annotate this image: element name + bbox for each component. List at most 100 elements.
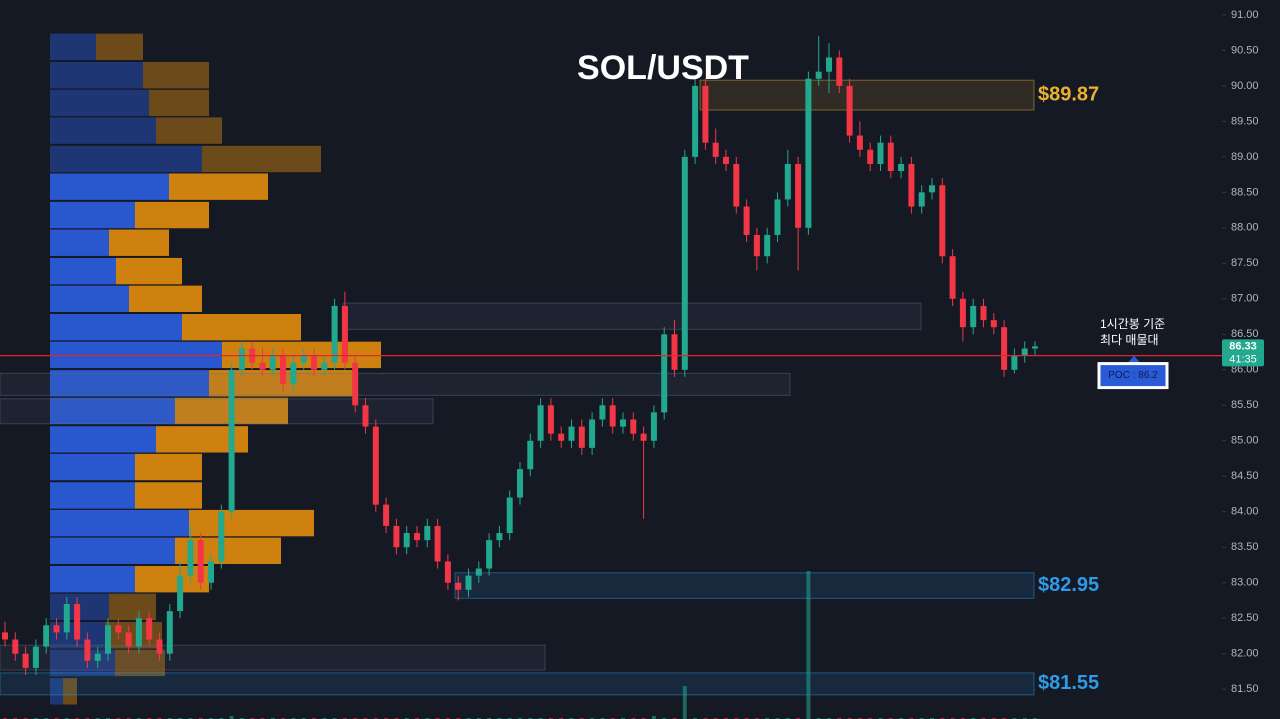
candle-body	[94, 653, 101, 661]
profile-sell	[109, 593, 156, 621]
profile-sell	[156, 117, 222, 144]
candle-body	[929, 185, 935, 193]
zone	[0, 372, 791, 396]
zone	[0, 672, 1035, 696]
y-tick-label: 86.00	[1231, 364, 1259, 376]
candle-body	[980, 305, 987, 321]
candle-body	[846, 85, 853, 136]
volume-bar	[229, 716, 234, 719]
candle-body	[352, 362, 359, 406]
y-tick-label: 89.00	[1231, 151, 1259, 163]
candle-body	[990, 320, 997, 328]
poc-label: POC : 86.2	[1108, 370, 1158, 381]
profile-sell	[63, 678, 77, 705]
candle-body	[1021, 348, 1028, 356]
candle-body	[269, 355, 276, 370]
zone	[0, 644, 546, 671]
profile-sell	[143, 62, 209, 89]
candle-body	[280, 355, 287, 384]
candle-body	[898, 163, 905, 172]
profile-sell	[115, 649, 165, 677]
profile-sell	[149, 89, 209, 117]
candle-body	[836, 57, 843, 86]
candle-body	[12, 639, 19, 654]
candle-body	[43, 625, 50, 647]
candle-body	[743, 206, 750, 235]
volume-profile	[50, 33, 381, 705]
profile-sell	[189, 509, 314, 537]
profile-sell	[135, 565, 209, 593]
profile-sell	[202, 145, 321, 173]
y-tick-label: 83.00	[1231, 577, 1259, 589]
candle-body	[197, 540, 204, 583]
y-tick-label: 84.50	[1231, 470, 1259, 482]
y-tick-label: 89.50	[1231, 115, 1259, 127]
profile-sell	[182, 314, 301, 341]
zone	[454, 572, 1035, 599]
profile-buy	[50, 649, 115, 677]
candle-body	[135, 618, 142, 647]
candle-body	[723, 156, 729, 164]
profile-sell	[109, 229, 169, 256]
candle-body	[393, 525, 400, 548]
profile-buy	[50, 285, 129, 313]
zone-label: $82.95	[1038, 574, 1099, 596]
profile-sell	[129, 285, 202, 313]
candle-body	[918, 192, 925, 207]
candle-body	[84, 639, 91, 661]
candle-body	[671, 334, 678, 370]
candle-body	[2, 632, 8, 640]
profile-sell	[135, 201, 209, 229]
candle-body	[506, 497, 513, 534]
candle-body	[517, 469, 523, 498]
y-tick-label: 84.00	[1231, 506, 1259, 518]
y-tick-label: 85.00	[1231, 435, 1259, 447]
price-tag	[1222, 339, 1264, 367]
candle-body	[681, 156, 688, 370]
profile-buy	[50, 509, 189, 537]
candle-body	[341, 305, 348, 363]
candle-body	[558, 433, 565, 441]
candle-body	[856, 135, 863, 150]
profile-buy	[50, 482, 135, 509]
candle-body	[22, 653, 29, 668]
candle-body	[630, 419, 637, 434]
volume-bar	[651, 716, 656, 719]
candle-body	[650, 412, 657, 441]
candle-body	[733, 163, 740, 207]
candle-body	[32, 646, 39, 668]
candle-body	[403, 533, 410, 548]
candle-body	[166, 611, 173, 654]
candle-body	[228, 369, 235, 512]
profile-buy	[50, 145, 202, 173]
candle-body	[372, 426, 379, 505]
volume-bar	[806, 571, 811, 719]
candle-body	[424, 525, 431, 541]
candle-body	[609, 405, 616, 427]
candle-body	[63, 604, 70, 633]
candle-body	[599, 405, 606, 420]
candle-body	[259, 362, 266, 370]
candles	[2, 36, 1038, 675]
candle-body	[74, 604, 81, 640]
zone	[0, 398, 434, 425]
candle-body	[527, 440, 534, 470]
profile-buy	[50, 62, 143, 89]
candle-body	[238, 348, 245, 370]
profile-buy	[50, 397, 175, 425]
profile-sell	[105, 622, 162, 649]
y-tick-label: 88.50	[1231, 186, 1259, 198]
zone-label: $89.87	[1038, 83, 1099, 105]
candle-body	[640, 433, 647, 441]
profile-buy	[50, 678, 63, 705]
candle-body	[115, 625, 122, 633]
price-tag-value: 86.33	[1229, 340, 1257, 352]
poc-box	[1097, 362, 1169, 390]
candle-body	[331, 305, 338, 363]
y-tick-label: 90.00	[1231, 80, 1259, 92]
candle-body	[496, 533, 503, 541]
poc-pointer	[1128, 355, 1140, 363]
candle-body	[764, 234, 771, 257]
candle-body	[589, 419, 596, 448]
